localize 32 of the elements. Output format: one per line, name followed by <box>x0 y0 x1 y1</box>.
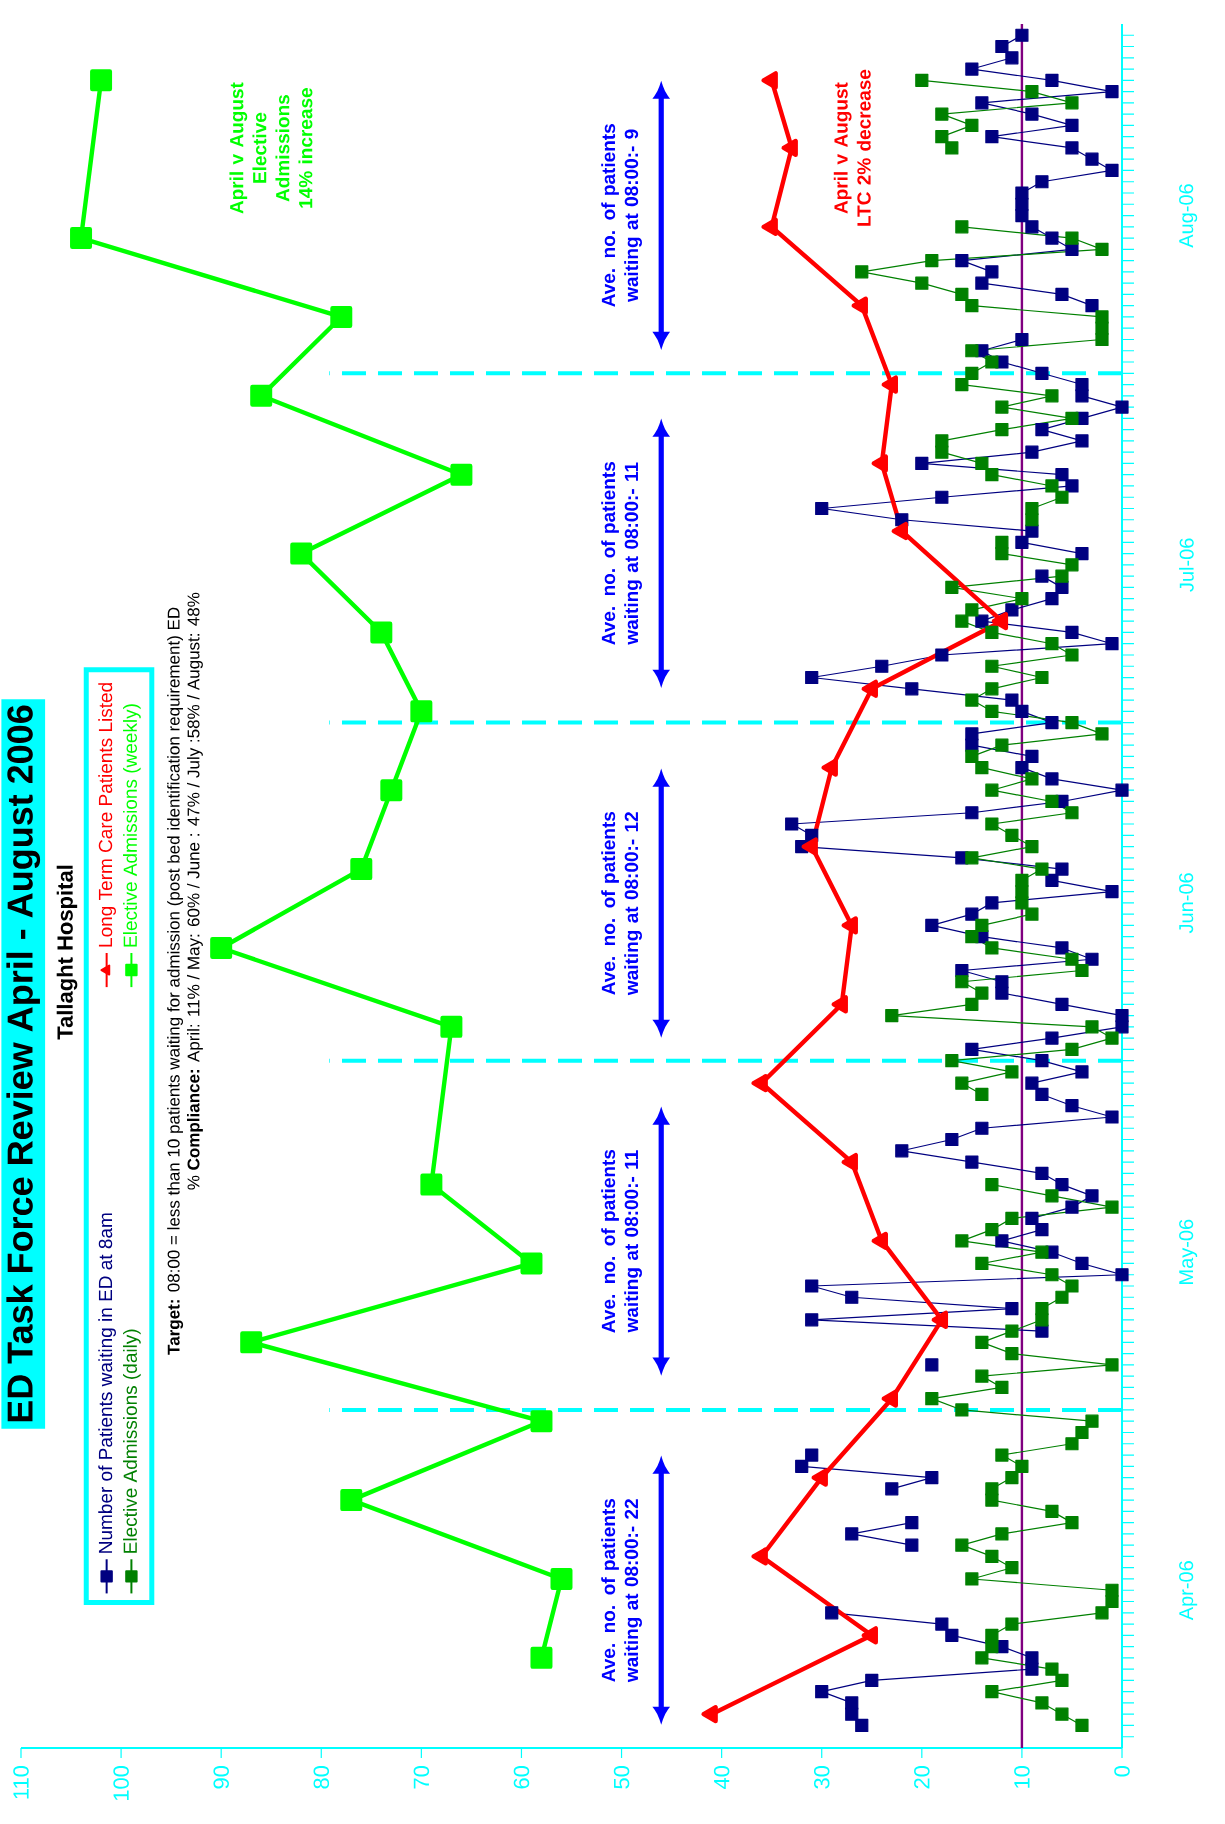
annotation: Ave. no. of patients waiting at 08:00:- 11 <box>601 1149 642 1333</box>
y-tick-label: Aug-06 <box>1179 184 1198 248</box>
y-tick-label: Apr-06 <box>1179 1561 1198 1621</box>
y-tick-label: May-06 <box>1179 1219 1198 1284</box>
y-tick-label: Jul-06 <box>1179 538 1194 592</box>
x-tick-label: 50 <box>613 1765 630 1789</box>
text: ED Task Force Review April - August 2006 <box>6 705 41 1422</box>
annotation: Ave. no. of patients waiting at 08:00:- 9 <box>601 124 642 307</box>
annotation: Ave. no. of patients waiting at 08:00:- 11 <box>601 462 642 645</box>
y-tick-label: Jun-06 <box>1179 873 1194 934</box>
x-tick-label: 60 <box>513 1765 530 1789</box>
text: Tallaght Hospital <box>56 865 78 1040</box>
x-tick-label: 70 <box>413 1765 430 1789</box>
x-tick-label: 20 <box>914 1765 930 1789</box>
text: Number of Patients waiting in ED at 8am <box>98 1213 116 1553</box>
x-tick-label: 100 <box>113 1765 129 1801</box>
x-tick-label: 90 <box>213 1765 229 1789</box>
x-tick-label: 0 <box>1114 1765 1130 1777</box>
x-tick-label: 10 <box>1014 1765 1030 1788</box>
annotation: April v August LTC 2% decrease <box>833 69 871 226</box>
x-tick-label: 30 <box>813 1765 830 1789</box>
annotation: April v August Elective Admissions 14% increase <box>229 82 313 214</box>
annotation: Target: 08:00 = less than 10 patients waiting for admission (post bed identification requirement) ED <box>167 607 184 1355</box>
annotation: Ave. no. of patients waiting at 08:00:- 12 <box>601 811 642 996</box>
text: Elective Admissions (weekly) <box>123 704 141 947</box>
annotation: Ave. no. of patients waiting at 08:00:- 22 <box>601 1499 642 1683</box>
x-tick-label: 40 <box>713 1765 730 1790</box>
x-tick-label: 80 <box>313 1765 330 1789</box>
text: Long Term Care Patients Listed <box>98 683 116 947</box>
annotation: % Compliance: April: 11% / May: 60% / June : 47% / July :58% / August: 48% <box>187 592 203 1190</box>
x-tick-label: 110 <box>13 1765 29 1799</box>
text: Elective Admissions (daily) <box>123 1329 141 1553</box>
